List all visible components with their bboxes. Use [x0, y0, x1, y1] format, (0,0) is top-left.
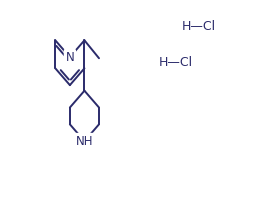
Text: H—Cl: H—Cl [182, 20, 216, 33]
Text: H—Cl: H—Cl [159, 56, 193, 69]
Text: N: N [66, 51, 74, 64]
Text: NH: NH [76, 135, 93, 148]
